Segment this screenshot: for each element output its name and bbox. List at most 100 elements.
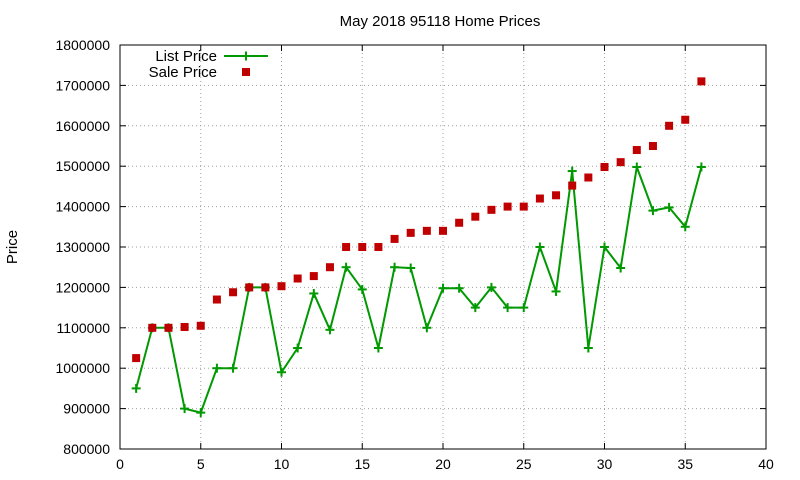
sale-price-point	[148, 323, 157, 332]
list-price-point	[422, 323, 432, 333]
y-tick-label: 1300000	[55, 239, 110, 255]
y-tick-label: 1400000	[55, 199, 110, 215]
legend-marker-list-price	[241, 51, 251, 61]
sale-price-point	[584, 173, 593, 182]
sale-price-point	[568, 181, 577, 190]
sale-price-point	[681, 115, 690, 124]
sale-price-point	[164, 323, 173, 332]
list-price-point	[567, 166, 577, 176]
sale-price-point	[229, 288, 238, 297]
sale-price-point	[390, 234, 399, 243]
sale-price-point	[245, 283, 254, 292]
series-list-price	[131, 162, 706, 418]
x-tick-labels: 0 5 10 15 20 25 30 35 40	[116, 456, 774, 472]
sale-price-point	[648, 142, 657, 150]
sale-price-point	[180, 322, 189, 331]
axis-ticks	[119, 44, 767, 450]
list-price-point	[486, 282, 496, 292]
sale-price-point	[132, 354, 141, 363]
sale-price-point	[358, 243, 367, 251]
y-tick-label: 1500000	[55, 158, 110, 174]
list-price-line	[135, 166, 703, 414]
list-price-point	[454, 283, 464, 293]
sale-price-point	[665, 121, 674, 130]
y-tick-label: 800000	[63, 441, 110, 457]
list-price-point	[503, 303, 513, 313]
x-tick-label: 35	[677, 456, 693, 472]
series	[131, 77, 706, 418]
y-axis-label: Price	[4, 230, 21, 264]
legend-label-list-price: List Price	[155, 48, 217, 65]
sale-price-point	[422, 226, 431, 235]
list-price-point	[632, 162, 642, 172]
list-price-point	[535, 242, 545, 252]
sale-price-point	[487, 205, 496, 214]
list-price-point	[131, 383, 141, 393]
sale-price-point	[471, 212, 480, 221]
list-price-point	[212, 363, 222, 373]
list-price-point	[470, 303, 480, 313]
sale-price-point	[309, 272, 318, 281]
y-tick-label: 900000	[63, 401, 110, 417]
sale-price-point	[212, 295, 221, 304]
list-price-point	[196, 408, 206, 418]
sale-price-point	[374, 243, 383, 251]
sale-price-point	[632, 146, 641, 155]
list-price-point	[680, 222, 690, 232]
sale-price-point	[293, 274, 302, 283]
list-price-point	[551, 286, 561, 296]
list-price-point	[228, 363, 238, 373]
y-tick-label: 1700000	[55, 77, 110, 93]
list-price-point	[664, 202, 674, 212]
list-price-point	[309, 288, 319, 298]
x-tick-label: 20	[435, 456, 451, 472]
y-tick-label: 1200000	[55, 279, 110, 295]
sale-price-point	[697, 77, 706, 86]
sale-price-point	[196, 321, 205, 330]
sale-price-point	[600, 163, 609, 172]
list-price-point	[277, 367, 286, 377]
sale-price-point	[535, 194, 544, 203]
y-tick-label: 1600000	[55, 118, 110, 134]
list-price-point	[406, 263, 416, 273]
x-tick-label: 30	[597, 456, 613, 472]
x-tick-label: 25	[516, 456, 532, 472]
legend-label-sale-price: Sale Price	[149, 64, 217, 81]
list-price-point	[357, 284, 367, 294]
list-price-point	[390, 262, 400, 272]
sale-price-point	[342, 243, 351, 251]
y-tick-label: 1100000	[57, 320, 111, 336]
sale-price-point	[503, 202, 512, 211]
x-tick-label: 0	[116, 456, 124, 472]
list-price-point	[293, 343, 303, 353]
sale-price-point	[261, 283, 270, 292]
y-tick-label: 1000000	[55, 360, 110, 376]
list-price-point	[600, 242, 609, 252]
x-tick-label: 40	[758, 456, 774, 472]
list-price-point	[616, 263, 626, 273]
list-price-point	[180, 404, 190, 414]
sale-price-point	[552, 191, 561, 200]
legend-marker-sale-price	[242, 68, 250, 76]
series-sale-price	[132, 77, 706, 363]
list-price-point	[648, 206, 658, 216]
x-tick-label: 10	[274, 456, 290, 472]
x-tick-label: 15	[354, 456, 370, 472]
sale-price-point	[325, 263, 334, 272]
list-price-point	[583, 343, 593, 353]
sale-price-point	[455, 218, 464, 227]
x-tick-label: 5	[197, 456, 205, 472]
list-price-point	[341, 262, 351, 272]
sale-price-point	[519, 202, 528, 211]
list-price-point	[373, 343, 383, 353]
y-tick-labels: 800000 900000 1000000 1100000 1200000 1300000…	[55, 37, 110, 457]
list-price-point	[438, 283, 448, 293]
sale-price-point	[616, 158, 625, 167]
list-price-point	[696, 162, 706, 172]
chart-title: May 2018 95118 Home Prices	[340, 13, 541, 30]
sale-price-point	[277, 282, 286, 291]
list-price-point	[325, 325, 335, 335]
y-tick-label: 1800000	[55, 37, 110, 53]
